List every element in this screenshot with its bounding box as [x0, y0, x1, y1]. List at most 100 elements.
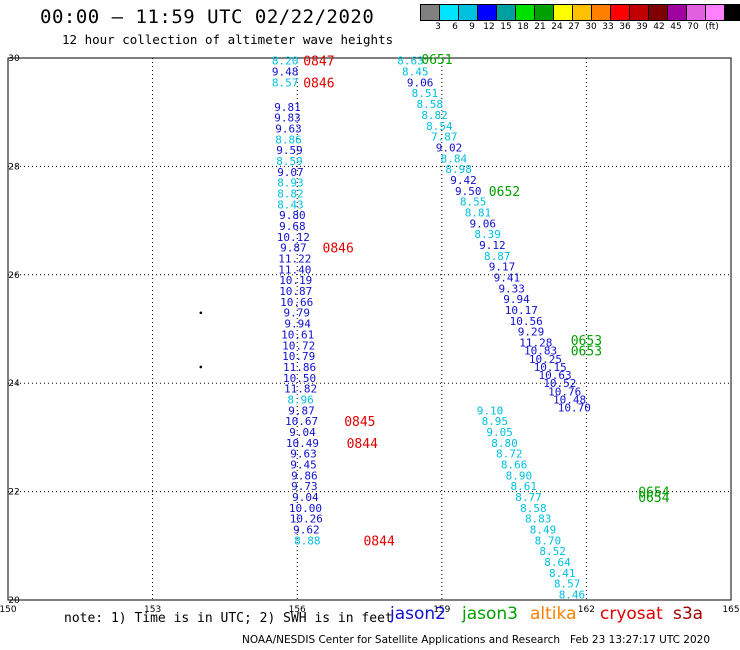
- color-scale-label: 24: [551, 22, 563, 32]
- wave-height-point: 8.43: [277, 198, 304, 211]
- wave-height-point: 9.80: [279, 209, 306, 222]
- wave-height-point: 9.63: [275, 122, 302, 135]
- wave-height-point: 9.81: [274, 101, 301, 114]
- wave-height-point: 8.80: [491, 437, 518, 450]
- pass-time-label: 0846: [323, 242, 354, 257]
- point-marker: [199, 311, 203, 315]
- wave-height-point: 8.54: [426, 120, 453, 133]
- wave-height-point: 10.19: [279, 274, 312, 287]
- wave-height-point: 10.17: [505, 304, 538, 317]
- wave-height-point: 8.86: [275, 133, 302, 146]
- wave-height-point: 8.90: [506, 469, 533, 482]
- chart-subtitle: 12 hour collection of altimeter wave hei…: [62, 32, 394, 47]
- wave-height-point: 8.57: [554, 578, 581, 591]
- wave-height-point: 8.82: [277, 188, 304, 201]
- wave-height-point: 9.06: [407, 76, 434, 89]
- wave-height-point: 8.77: [515, 491, 542, 504]
- x-tick-label: 150: [0, 605, 17, 615]
- wave-height-point: 9.33: [498, 282, 525, 295]
- y-tick-label: 28: [8, 162, 20, 172]
- color-scale-bar: [420, 4, 740, 21]
- wave-height-point: 9.94: [284, 318, 311, 331]
- wave-height-point: 8.46: [559, 589, 586, 602]
- wave-height-point: 8.61: [510, 480, 537, 493]
- y-tick-label: 20: [8, 596, 20, 606]
- wave-height-point: 9.06: [470, 217, 497, 230]
- wave-height-point: 9.68: [279, 220, 306, 233]
- color-scale-label: 21: [534, 22, 546, 32]
- color-scale-label: 33: [602, 22, 614, 32]
- wave-height-point: 7.87: [431, 131, 458, 144]
- color-scale-label: 18: [517, 22, 529, 32]
- wave-height-point: 9.07: [277, 166, 304, 179]
- pass-time-label: 0651: [421, 53, 452, 68]
- wave-height-point: 10.87: [279, 285, 312, 298]
- wave-height-point: 10.56: [510, 315, 543, 328]
- y-tick-label: 24: [8, 379, 20, 389]
- wave-height-point: 10.48: [553, 393, 586, 406]
- wave-height-point: 8.45: [402, 66, 429, 79]
- wave-height-point: 8.88: [294, 534, 321, 547]
- pass-time-label: 0845: [344, 415, 375, 430]
- wave-height-point: 8.49: [530, 524, 557, 537]
- point-marker: [199, 365, 203, 369]
- color-scale-label: 12: [483, 22, 495, 32]
- pass-time-label: 0653: [571, 334, 602, 349]
- wave-height-point: 8.81: [465, 206, 492, 219]
- wave-height-point: 8.87: [484, 250, 511, 263]
- wave-height-point: 10.12: [277, 231, 310, 244]
- x-tick-label: 153: [144, 605, 161, 615]
- wave-height-point: 11.28: [519, 337, 552, 350]
- wave-height-point: 10.63: [539, 369, 572, 382]
- color-scale-label: 6: [452, 22, 458, 32]
- wave-height-point: 8.51: [412, 87, 439, 100]
- wave-height-point: 9.29: [518, 326, 545, 339]
- wave-height-point: 8.55: [460, 196, 487, 209]
- wave-height-point: 10.66: [280, 296, 313, 309]
- wave-height-point: 8.59: [276, 155, 303, 168]
- color-scale-label: 9: [469, 22, 475, 32]
- wave-height-point: 8.58: [417, 98, 444, 111]
- wave-height-point: 9.48: [272, 66, 299, 79]
- pass-time-label: 0653: [571, 345, 602, 360]
- wave-height-point: 10.83: [524, 345, 557, 358]
- wave-height-point: 9.83: [274, 112, 301, 125]
- wave-height-point: 9.87: [288, 404, 315, 417]
- legend-s3a: s3a: [673, 604, 704, 624]
- wave-height-point: 10.61: [281, 328, 314, 341]
- y-tick-label: 26: [8, 271, 20, 281]
- color-swatch: [724, 4, 740, 21]
- wave-height-point: 8.82: [421, 109, 448, 122]
- color-scale-label: 27: [568, 22, 580, 32]
- color-scale-label: 36: [619, 22, 631, 32]
- color-scale-label: 70: [687, 22, 699, 32]
- pass-time-label: 0844: [347, 437, 378, 452]
- wave-height-point: 9.02: [436, 141, 463, 154]
- pass-time-label: 0844: [363, 534, 394, 549]
- color-scale-label: 39: [636, 22, 648, 32]
- wave-height-point: 9.50: [455, 185, 482, 198]
- wave-height-point: 9.62: [293, 524, 320, 537]
- wave-height-point: 9.04: [289, 426, 316, 439]
- wave-height-point: 8.64: [544, 556, 571, 569]
- wave-height-point: 8.83: [525, 513, 552, 526]
- wave-height-point: 11.40: [278, 263, 311, 276]
- wave-height-point: 9.42: [450, 174, 477, 187]
- color-scale-label: 42: [653, 22, 665, 32]
- legend-jason3: jason3: [462, 604, 518, 624]
- wave-height-point: 10.15: [534, 361, 567, 374]
- pass-time-label: 0654: [638, 486, 669, 501]
- color-scale-labels: 3 6 9 12 15 18 21 24 27 30 33 36 39 42 45 70 (ft): [421, 22, 731, 36]
- wave-height-point: 9.63: [290, 448, 317, 461]
- pass-time-label: 0652: [489, 185, 520, 200]
- wave-height-point: 8.93: [277, 177, 304, 190]
- wave-height-point: 8.98: [445, 163, 472, 176]
- wave-height-point: 10.25: [529, 353, 562, 366]
- wave-height-point: 11.22: [278, 253, 311, 266]
- wave-height-point: 8.70: [535, 534, 562, 547]
- color-scale-label: 30: [585, 22, 597, 32]
- chart-title: 00:00 – 11:59 UTC 02/22/2020: [40, 6, 375, 28]
- wave-height-point: 10.67: [285, 415, 318, 428]
- wave-height-point: 8.20: [272, 55, 299, 68]
